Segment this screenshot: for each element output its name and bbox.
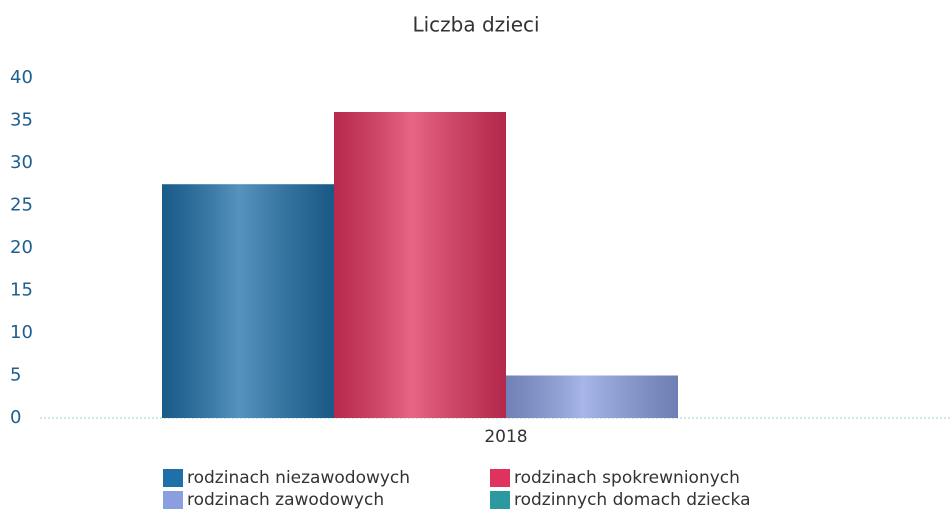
legend-swatch xyxy=(163,491,183,509)
chart-title: Liczba dzieci xyxy=(412,13,539,37)
bar-shade xyxy=(506,375,678,418)
bar-shade xyxy=(334,112,506,418)
y-tick-label: 35 xyxy=(10,110,33,131)
legend-label: rodzinach zawodowych xyxy=(187,490,384,510)
y-tick-label: 0 xyxy=(10,407,21,428)
legend-swatch xyxy=(490,469,510,487)
bar-shade xyxy=(162,184,334,418)
legend-swatch xyxy=(490,491,510,509)
legend-label: rodzinach niezawodowych xyxy=(187,468,410,488)
legend-label: rodzinach spokrewnionych xyxy=(514,468,740,488)
y-tick-label: 10 xyxy=(10,322,33,343)
y-tick-label: 25 xyxy=(10,195,33,216)
y-tick-label: 40 xyxy=(10,67,33,88)
y-tick-label: 20 xyxy=(10,237,33,258)
legend-label: rodzinnych domach dziecka xyxy=(514,490,751,510)
x-tick-label: 2018 xyxy=(484,427,527,447)
legend-swatch xyxy=(163,469,183,487)
y-tick-label: 15 xyxy=(10,280,33,301)
y-tick-label: 30 xyxy=(10,152,33,173)
y-tick-label: 5 xyxy=(10,365,21,386)
